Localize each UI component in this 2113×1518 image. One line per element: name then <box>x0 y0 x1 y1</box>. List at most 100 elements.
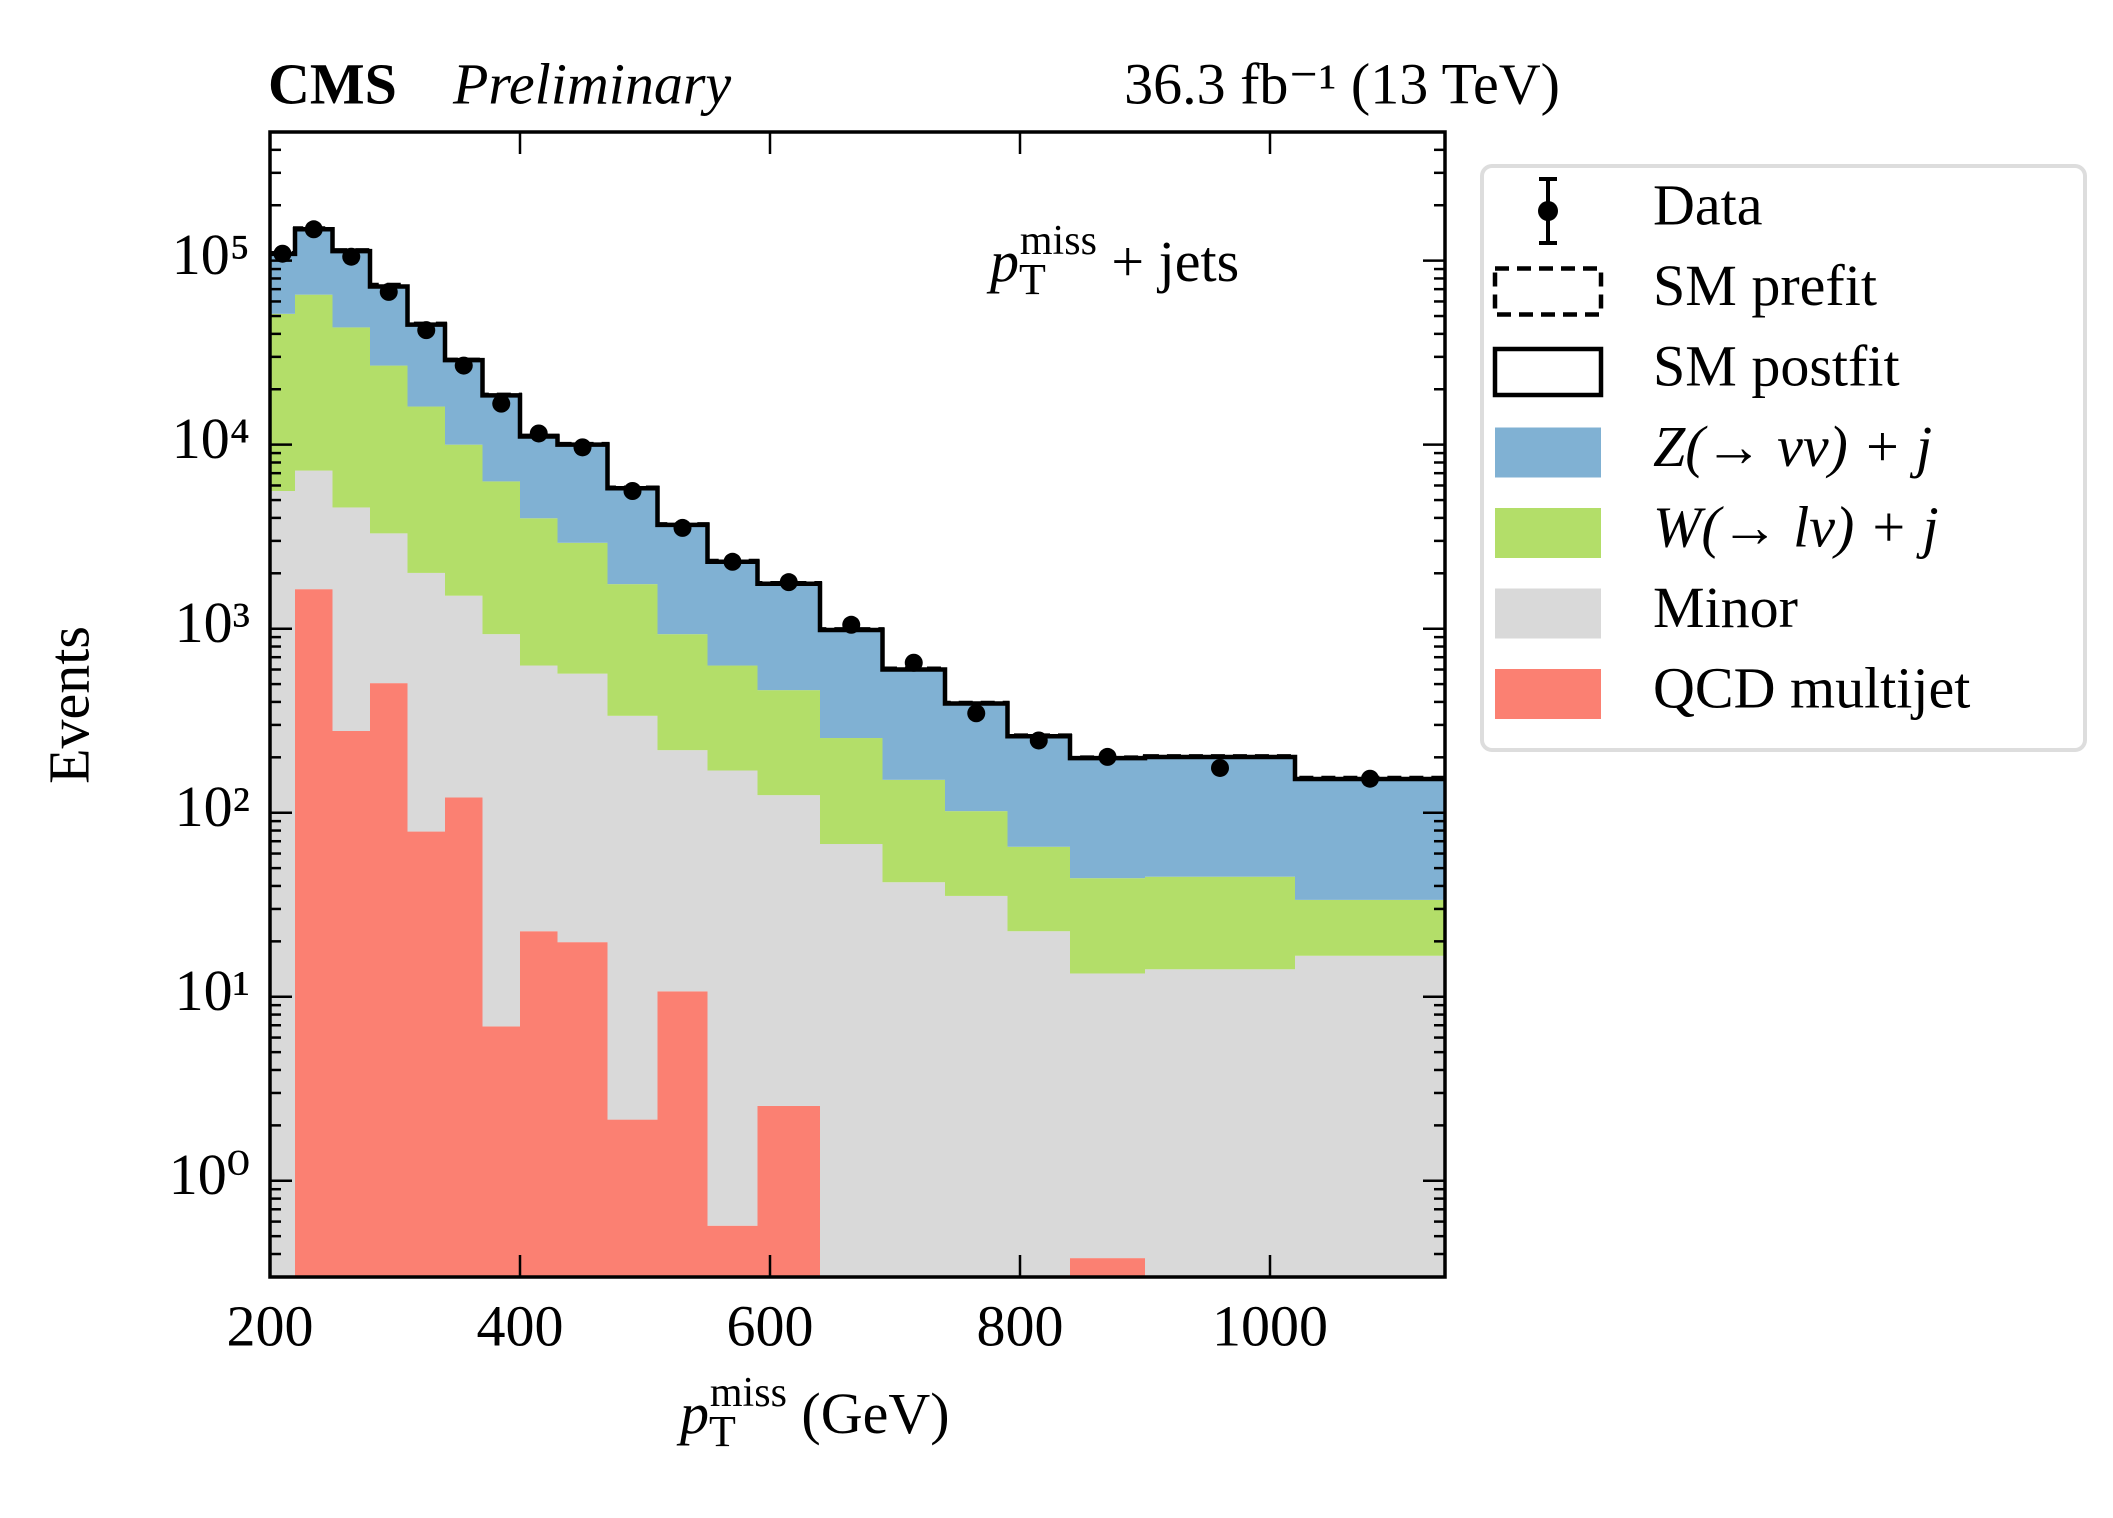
experiment: CMS <box>268 51 397 116</box>
bar-segment <box>1145 876 1295 970</box>
bar-segment <box>557 542 608 674</box>
y-tick-label: 10³ <box>175 590 250 655</box>
x-axis-label-part: T <box>709 1407 736 1456</box>
bar-segment <box>820 738 883 845</box>
x-tick-label: 1000 <box>1212 1293 1328 1358</box>
bar-segment <box>332 327 370 508</box>
bar-segment <box>520 518 558 666</box>
bar-segment <box>1295 955 1445 1277</box>
data-point <box>379 282 398 301</box>
data-point <box>904 653 923 672</box>
bar-segment <box>707 1225 758 1277</box>
bar-segment <box>707 561 758 666</box>
legend-label: SM prefit <box>1653 253 1877 318</box>
data-point <box>673 518 692 537</box>
data-point <box>779 573 798 592</box>
bar-segment <box>295 589 333 1277</box>
bar-segment <box>882 882 945 1277</box>
bar-segment <box>1007 736 1070 847</box>
bar-segment <box>820 844 883 1277</box>
bar-segment <box>1145 969 1295 1277</box>
data-point <box>417 321 436 340</box>
data-point <box>842 615 861 634</box>
bar-segment <box>607 715 658 1120</box>
bar-segment <box>520 436 558 519</box>
bar-segment <box>295 294 333 471</box>
legend-label: W(→ lν) + j <box>1653 494 1939 559</box>
x-axis-label-part: miss <box>710 1370 787 1416</box>
y-tick-label: 10⁰ <box>169 1142 250 1207</box>
legend-marker <box>1538 201 1558 221</box>
y-tick-label: 10¹ <box>175 958 250 1023</box>
bar-segment <box>757 583 820 691</box>
bar-segment <box>270 491 295 1278</box>
legend-swatch <box>1495 508 1601 558</box>
y-tick-label: 10⁵ <box>172 222 250 287</box>
bar-segment <box>482 634 520 1027</box>
data-point <box>1211 758 1229 777</box>
bar-segment <box>557 673 608 943</box>
legend-label: Minor <box>1653 575 1798 640</box>
bar-segment <box>757 1105 820 1277</box>
bar-segment <box>607 488 658 585</box>
bar-segment <box>945 895 1008 1277</box>
bar-segment <box>707 665 758 771</box>
bar-segment <box>1070 878 1145 974</box>
bar-segment <box>370 533 408 684</box>
bar-segment <box>1070 758 1145 879</box>
bar-segment <box>1007 931 1070 1277</box>
bar-segment <box>370 683 408 1277</box>
bar-segment <box>520 931 558 1277</box>
legend-box <box>1480 164 2087 752</box>
bar-segment <box>270 313 295 492</box>
data-point <box>273 244 292 263</box>
x-tick-label: 800 <box>977 1293 1064 1358</box>
bar-segment <box>607 584 658 716</box>
bar-segment <box>445 444 483 596</box>
bar-segment <box>295 229 333 295</box>
plot-frame <box>268 130 1447 1279</box>
legend-label: Data <box>1653 172 1763 237</box>
data-point <box>529 424 548 443</box>
data-point <box>1029 731 1048 750</box>
data-point <box>342 247 361 266</box>
annotation: pTmiss + jets <box>986 218 1239 304</box>
annotation-part: + jets <box>1097 229 1239 294</box>
data-point <box>492 394 511 413</box>
bar-segment <box>482 1026 520 1277</box>
annotation-part: T <box>1019 255 1046 304</box>
x-tick-label: 600 <box>727 1293 814 1358</box>
bar-segment <box>557 444 608 543</box>
legend-swatch <box>1492 266 1604 317</box>
data-point <box>1361 769 1379 788</box>
bar-segment <box>407 572 445 832</box>
x-axis-label-part: p <box>676 1381 709 1446</box>
bar-segment <box>657 750 708 992</box>
bar-segment <box>1007 846 1070 932</box>
data-point <box>723 552 742 571</box>
x-axis-label-part: (GeV) <box>787 1381 950 1446</box>
bar-segment <box>657 524 708 635</box>
data-point <box>1098 747 1117 766</box>
bar-segment <box>882 669 945 780</box>
bar-segment <box>445 797 483 1277</box>
bar-segment <box>820 630 883 739</box>
bar-segment <box>657 991 708 1277</box>
bar-segment <box>1295 778 1445 900</box>
bar-segment <box>1295 899 1445 956</box>
data-point <box>967 704 986 723</box>
x-axis-label: pTmiss (GeV) <box>676 1370 950 1456</box>
bar-segment <box>520 665 558 932</box>
data-point <box>623 482 642 501</box>
data-point <box>304 220 323 239</box>
bar-segment <box>607 1119 658 1277</box>
bar-segment <box>482 481 520 635</box>
y-tick-label: 10⁴ <box>172 406 250 471</box>
bar-segment <box>757 795 820 1106</box>
data-point <box>454 356 473 375</box>
bar-segment <box>945 811 1008 896</box>
legend-swatch <box>1492 346 1604 398</box>
bar-segment <box>882 779 945 883</box>
data-point <box>573 438 592 457</box>
